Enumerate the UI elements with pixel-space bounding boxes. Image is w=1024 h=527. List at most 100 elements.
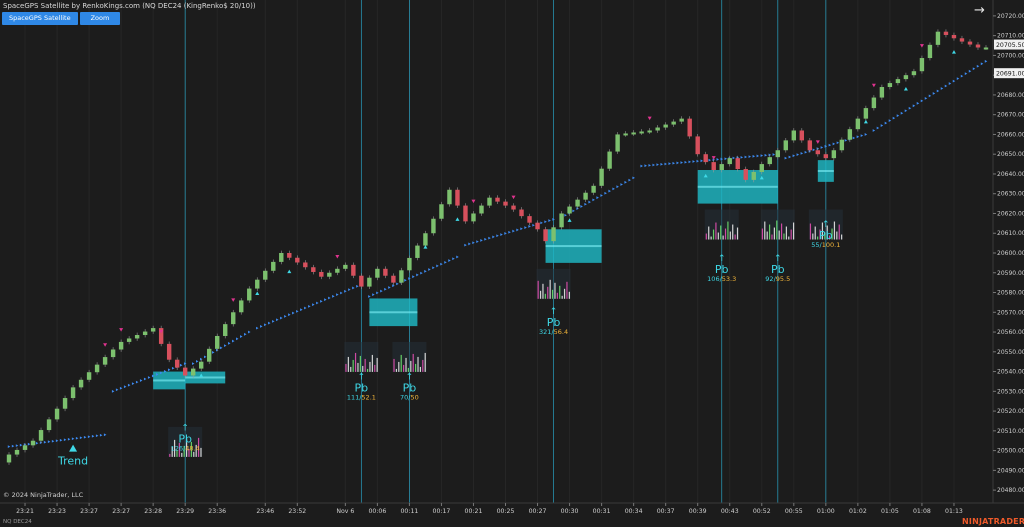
renko-bar <box>142 331 148 336</box>
trail-dot <box>336 293 339 297</box>
volume-panel <box>760 209 795 240</box>
renko-bar <box>295 257 300 263</box>
trail-dot <box>123 385 127 389</box>
volume-panel <box>704 209 739 240</box>
trail-dot <box>820 146 824 149</box>
ninjatrader-logo: NINJATRADER <box>962 517 1024 526</box>
renko-bar <box>903 75 909 80</box>
trail-dot <box>656 163 659 167</box>
renko-bar <box>743 169 748 180</box>
volume-bar <box>554 282 556 299</box>
trail-dot <box>248 330 251 334</box>
trail-dot <box>448 259 451 262</box>
trail-dot <box>304 306 307 310</box>
volume-bar <box>561 295 563 299</box>
renko-bar <box>535 222 540 230</box>
trail-dot <box>964 72 968 76</box>
volume-bar <box>812 233 814 240</box>
trail-dot <box>732 156 736 160</box>
volume-bar <box>549 279 551 299</box>
trail-dot <box>500 233 503 236</box>
buy-marker <box>903 86 908 91</box>
trail-dot <box>468 242 471 246</box>
trail-dot <box>532 223 535 227</box>
volume-bar <box>568 291 570 299</box>
trail-dot <box>199 357 203 361</box>
trail-dot <box>43 440 47 444</box>
x-tick-label: 00:55 <box>785 508 803 515</box>
trail-dot <box>147 376 151 379</box>
renko-bar <box>447 189 452 205</box>
y-tick-label: 20640.00 <box>997 171 1024 178</box>
sell-marker <box>815 140 820 144</box>
trail-dot <box>183 362 187 366</box>
volume-bar <box>537 280 539 299</box>
renko-bar <box>959 38 965 42</box>
trail-dot <box>296 309 299 313</box>
renko-bar <box>14 449 20 455</box>
renko-bar <box>359 275 364 287</box>
volume-bar <box>422 359 424 372</box>
volume-bar <box>395 368 398 372</box>
trail-dot <box>228 341 231 345</box>
renko-bar <box>399 270 404 283</box>
buy-marker <box>423 245 428 249</box>
x-tick-label: 23:27 <box>112 508 130 515</box>
trail-dot <box>624 180 627 184</box>
trail-dot <box>35 441 39 445</box>
trail-dot <box>340 291 343 295</box>
volume-bar <box>359 355 361 372</box>
x-tick-label: 23:52 <box>288 508 306 515</box>
y-tick-label: 20580.00 <box>997 290 1024 297</box>
pullback-values: 70/50 <box>400 393 419 401</box>
volume-bar <box>831 228 833 240</box>
trail-dot <box>580 205 583 208</box>
trail-dot <box>584 202 587 206</box>
renko-bar <box>695 136 700 155</box>
spacegps-satellite-button[interactable]: SpaceGPS Satellite <box>2 12 78 25</box>
y-tick-label: 20550.00 <box>997 349 1024 356</box>
renko-bar <box>855 118 861 130</box>
volume-bar <box>563 288 566 299</box>
trail-dot <box>892 116 896 120</box>
trend-marker <box>69 444 78 452</box>
y-tick-label: 20630.00 <box>997 191 1024 198</box>
trail-dot <box>540 221 543 225</box>
volume-bar <box>559 285 561 299</box>
volume-bar <box>400 354 402 372</box>
trail-dot <box>524 226 527 229</box>
trail-dot <box>356 284 359 288</box>
pullback-label: Pb <box>403 381 417 394</box>
price-flag <box>994 39 1024 50</box>
price-flag <box>994 68 1024 79</box>
buy-marker <box>287 269 292 274</box>
chart-title: SpaceGPS Satellite by RenkoKings.com (NQ… <box>3 2 256 10</box>
trail-dot <box>760 154 764 157</box>
renko-bar <box>391 275 396 283</box>
volume-bar <box>705 233 707 240</box>
y-tick-label: 20500.00 <box>997 448 1024 455</box>
renko-bar <box>431 218 436 234</box>
trail-dot <box>344 289 347 293</box>
volume-bar <box>712 229 715 240</box>
trail-dot <box>488 236 491 240</box>
zoom-button[interactable]: Zoom <box>79 12 121 25</box>
renko-bar <box>30 440 36 446</box>
volume-bar <box>183 445 185 457</box>
trail-dot <box>620 183 623 186</box>
renko-bar <box>519 209 524 217</box>
volume-bar <box>836 231 838 240</box>
volume-bar <box>173 439 176 457</box>
renko-bar <box>54 408 60 420</box>
volume-bar <box>826 225 828 240</box>
x-tick-label: 01:05 <box>881 508 899 515</box>
arrow-right-icon[interactable]: → <box>974 3 985 18</box>
trail-dot <box>856 135 860 139</box>
volume-bar <box>761 228 763 240</box>
trail-dot <box>139 379 143 382</box>
trail-dot <box>668 162 671 166</box>
trail-dot <box>784 156 788 160</box>
renko-bar <box>807 140 813 151</box>
trail-dot <box>788 155 792 159</box>
